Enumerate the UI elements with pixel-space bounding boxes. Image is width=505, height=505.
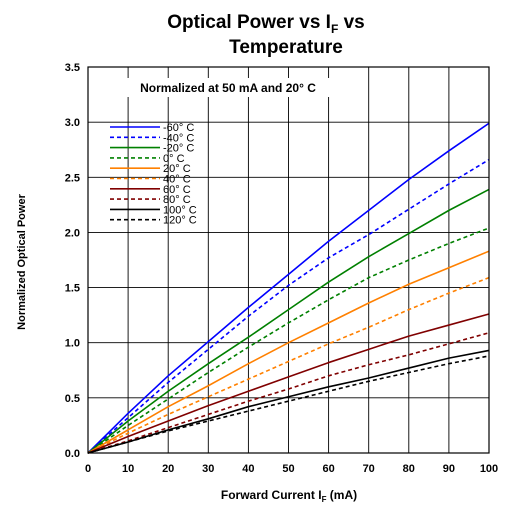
chart-title-line-1: Optical Power vs IF vs [167, 12, 364, 36]
x-tick-label: 70 [363, 463, 375, 475]
series-layer [87, 122, 490, 454]
chart-title-part: vs [338, 12, 364, 33]
x-tick-label: 50 [282, 463, 294, 475]
y-tick-label: 2.0 [65, 227, 80, 239]
legend-label: 120° C [163, 215, 197, 227]
series-line [87, 188, 490, 454]
legend-label: 100° C [163, 204, 197, 216]
y-tick-label: 1.0 [65, 338, 80, 350]
x-tick-label: 60 [322, 463, 334, 475]
legend-label: 40° C [163, 174, 191, 186]
x-tick-label: 40 [242, 463, 254, 475]
chart-title-part: Optical Power vs I [167, 12, 331, 33]
x-tick-labels: 0 10 20 30 40 50 60 70 80 90 100 [85, 463, 498, 475]
plot-frame [87, 66, 490, 454]
y-tick-label: 2.5 [65, 172, 80, 184]
legend-label: 60° C [163, 184, 191, 196]
x-tick-label: 100 [480, 463, 498, 475]
x-tick-label: 30 [202, 463, 214, 475]
series-line [87, 332, 490, 454]
series-line [87, 313, 490, 454]
y-tick-label: 3.0 [65, 117, 80, 129]
x-tick-label: 80 [403, 463, 415, 475]
series-line [87, 122, 490, 454]
legend-label: -20° C [163, 143, 194, 155]
series-line [87, 250, 490, 454]
x-axis-label-unit: (mA) [326, 488, 357, 502]
x-axis-label: Forward Current IF (mA) [221, 488, 357, 504]
series-line [87, 158, 490, 454]
legend: -60° C-40° C-20° C0° C20° C40° C60° C80°… [110, 122, 197, 227]
series-line [87, 276, 490, 454]
y-axis-label: Normalized Optical Power [16, 193, 28, 329]
subtitle-background [112, 78, 344, 97]
x-tick-label: 90 [443, 463, 455, 475]
series-line [87, 227, 490, 454]
legend-label: 20° C [163, 163, 191, 175]
legend-label: -60° C [163, 122, 194, 134]
x-tick-label: 20 [162, 463, 174, 475]
y-tick-label: 3.5 [65, 62, 80, 74]
legend-label: 0° C [163, 153, 185, 165]
chart-title-line-2: Temperature [229, 37, 343, 58]
legend-label: -40° C [163, 132, 194, 144]
y-tick-labels: 0.0 0.5 1.0 1.5 2.0 2.5 3.0 3.5 [65, 62, 80, 460]
x-axis-label-subscript: F [322, 495, 327, 504]
series-line [87, 355, 490, 454]
chart-title-subscript: F [331, 22, 338, 36]
chart-subtitle: Normalized at 50 mA and 20° C [140, 81, 316, 95]
y-tick-label: 0.5 [65, 393, 80, 405]
x-tick-label: 0 [85, 463, 91, 475]
y-tick-label: 1.5 [65, 283, 80, 295]
x-tick-label: 10 [122, 463, 134, 475]
y-tick-label: 0.0 [65, 448, 80, 460]
series-line [87, 349, 490, 454]
legend-label: 80° C [163, 194, 191, 206]
x-axis-label-text: Forward Current I [221, 488, 322, 502]
